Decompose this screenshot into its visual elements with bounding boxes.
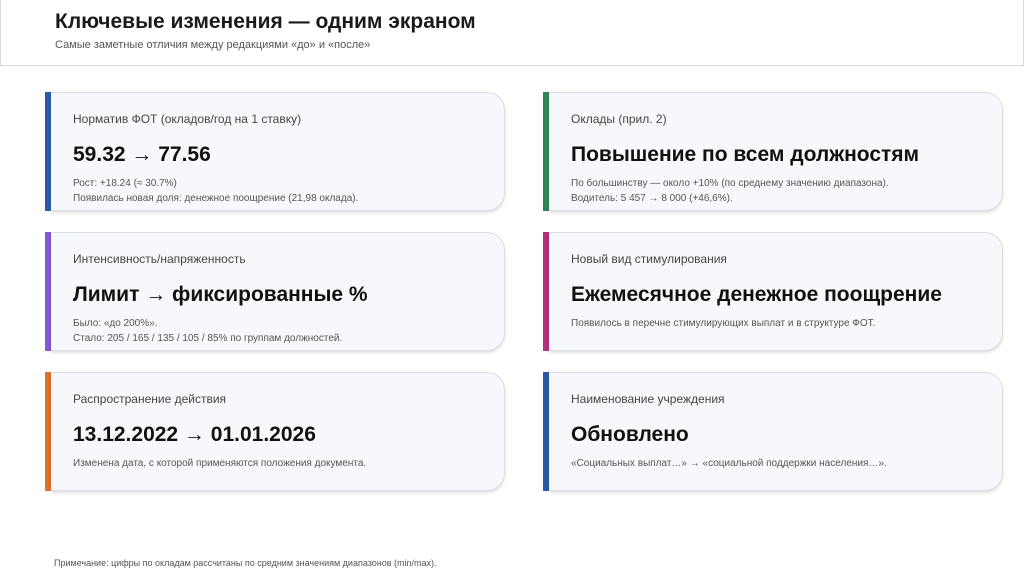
card-details: Было: «до 200%». Стало: 205 / 165 / 135 /… [73,316,342,346]
card-details: «Социальных выплат…» → «социальной подде… [571,456,887,471]
card-accent-bar [45,232,51,351]
card-accent-bar [543,232,549,351]
card-label: Интенсивность/напряженность [73,252,246,266]
card-value: Лимит → фиксированные % [73,283,368,306]
page-subtitle: Самые заметные отличия между редакциями … [55,39,371,51]
card-detail-line: Появилась новая доля: денежное поощрение… [73,193,359,204]
change-card: Распространение действия 13.12.2022 → 01.… [45,372,505,491]
card-accent-bar [543,372,549,491]
footer-note: Примечание: цифры по окладам рассчитаны … [54,558,437,568]
card-value: 13.12.2022 → 01.01.2026 [73,423,316,446]
card-detail-line: Рост: +18.24 (≈ 30.7%) [73,178,177,189]
card-detail-line: Было: «до 200%». [73,318,158,329]
card-details: Появилось в перечне стимулирующих выплат… [571,316,875,331]
card-detail-line: По большинству — около +10% (по среднему… [571,178,889,189]
card-accent-bar [45,92,51,211]
change-card: Интенсивность/напряженность Лимит → фикси… [45,232,505,351]
card-detail-line: Изменена дата, с которой применяются пол… [73,458,367,469]
card-body: Норматив ФОТ (окладов/год на 1 ставку) 59… [51,92,505,211]
card-details: Изменена дата, с которой применяются пол… [73,456,366,471]
card-body: Новый вид стимулирования Ежемесячное дене… [549,232,1003,351]
header: Ключевые изменения — одним экраном Самые… [0,0,1024,66]
card-detail-line: «Социальных выплат…» → «социальной подде… [571,458,887,469]
card-detail-line: Водитель: 5 457 → 8 000 (+46,6%). [571,193,733,204]
card-label: Наименование учреждения [571,392,725,406]
card-label: Распространение действия [73,392,227,406]
page-title: Ключевые изменения — одним экраном [55,10,476,33]
change-card: Оклады (прил. 2) Повышение по всем должно… [543,92,1003,211]
card-label: Оклады (прил. 2) [571,112,667,126]
card-body: Распространение действия 13.12.2022 → 01.… [51,372,505,491]
card-value: Ежемесячное денежное поощрение [571,283,942,306]
card-details: По большинству — около +10% (по среднему… [571,176,889,206]
card-accent-bar [45,372,51,491]
card-body: Наименование учреждения Обновлено «Социаль… [549,372,1003,491]
card-value: Повышение по всем должностям [571,143,920,166]
card-body: Оклады (прил. 2) Повышение по всем должно… [549,92,1003,211]
card-label: Новый вид стимулирования [571,252,727,266]
card-label: Норматив ФОТ (окладов/год на 1 ставку) [73,112,302,126]
change-card: Новый вид стимулирования Ежемесячное дене… [543,232,1003,351]
card-details: Рост: +18.24 (≈ 30.7%) Появилась новая до… [73,176,358,206]
card-detail-line: Стало: 205 / 165 / 135 / 105 / 85% по гр… [73,333,343,344]
change-card: Наименование учреждения Обновлено «Социаль… [543,372,1003,491]
card-value: Обновлено [571,423,689,446]
card-body: Интенсивность/напряженность Лимит → фикси… [51,232,505,351]
card-accent-bar [543,92,549,211]
change-card: Норматив ФОТ (окладов/год на 1 ставку) 59… [45,92,505,211]
card-detail-line: Появилось в перечне стимулирующих выплат… [571,318,876,329]
card-value: 59.32 → 77.56 [73,143,211,166]
